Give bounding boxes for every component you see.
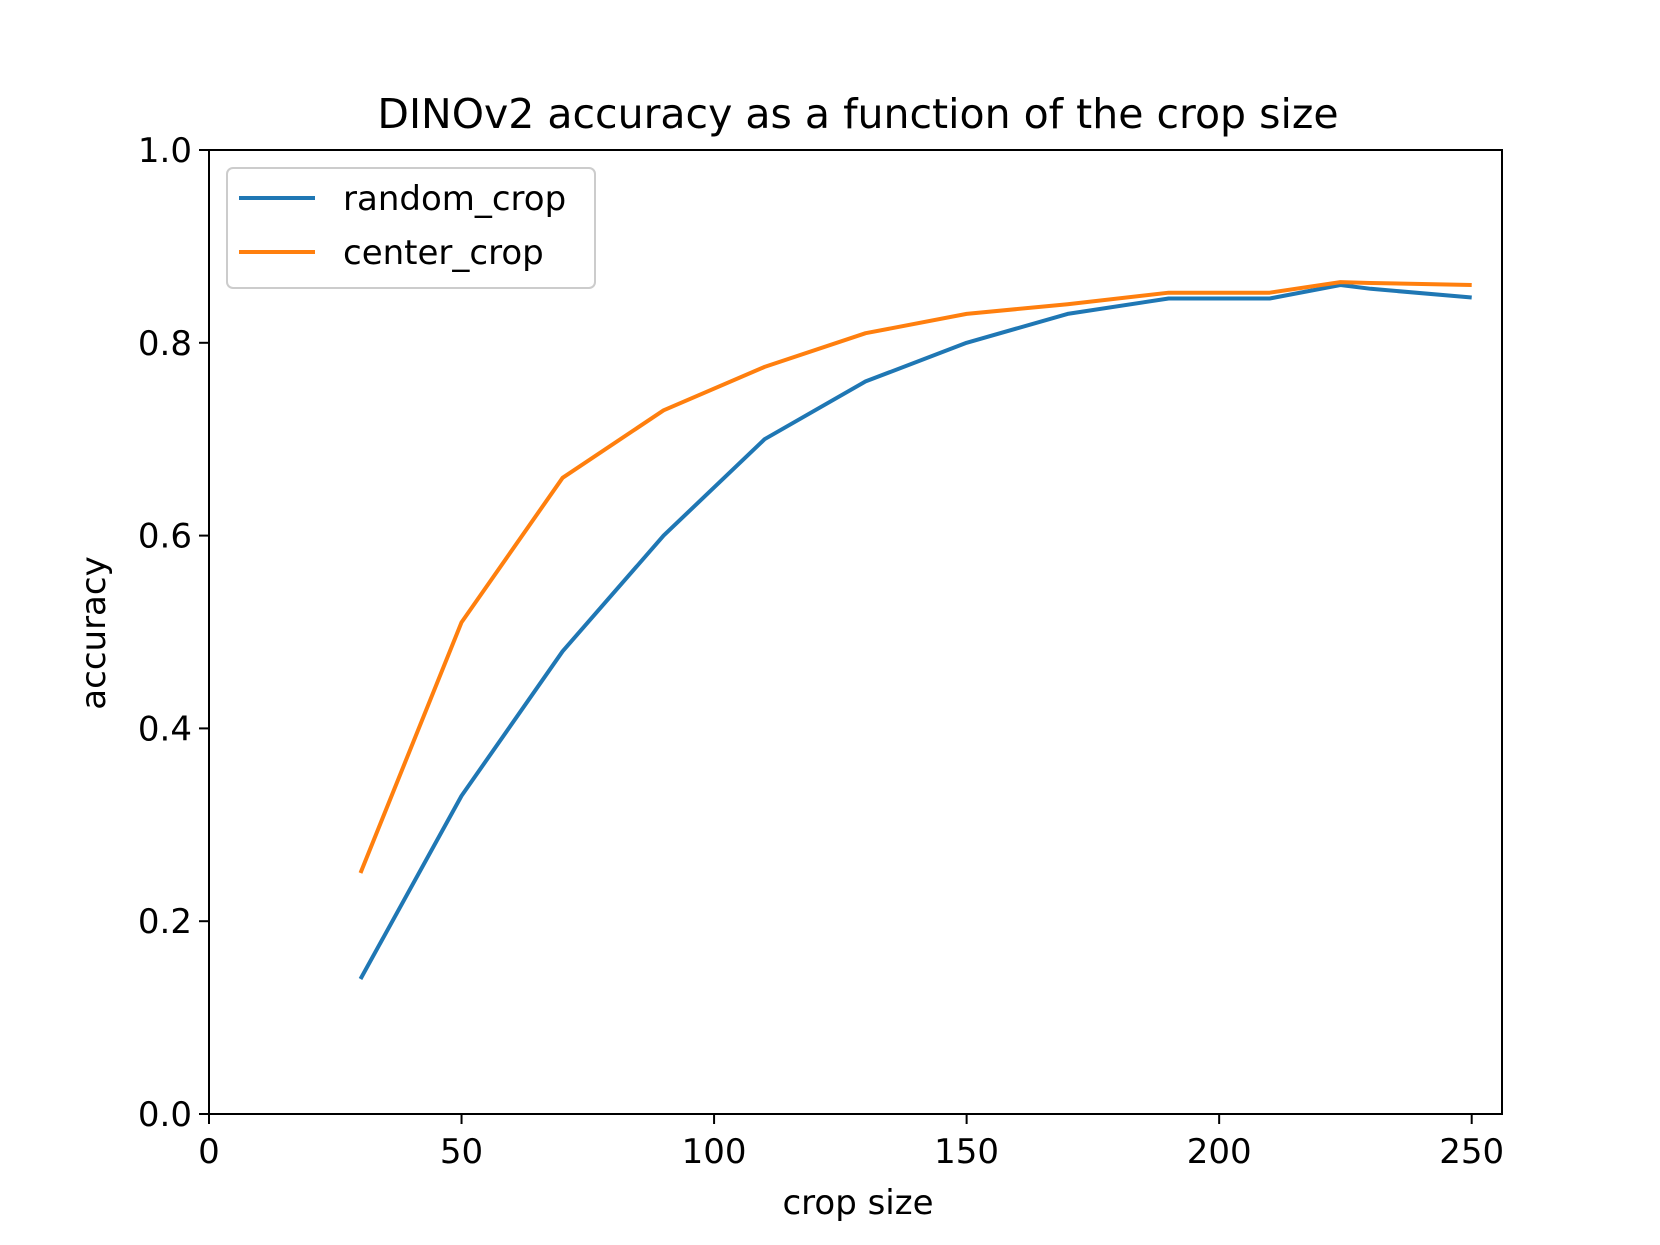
y-tick-label: 1.0 [138,131,192,171]
legend-label: random_crop [343,179,566,219]
y-axis: 0.0 0.2 0.4 0.6 0.8 1.0 [138,131,209,1135]
series-line-center-crop [358,280,1472,874]
plot-lines [358,280,1472,980]
x-axis: 0 50 100 150 200 250 [198,1114,1504,1172]
x-tick-label: 50 [440,1132,483,1172]
series-line-random-crop [358,283,1472,980]
x-tick-label: 200 [1187,1132,1252,1172]
plot-area-frame [208,149,1503,1115]
legend-box [226,167,596,289]
y-tick-label: 0.4 [138,709,192,749]
y-tick-label: 0.2 [138,902,192,942]
x-axis-label: crop size [782,1183,933,1223]
y-tick-label: 0.0 [138,1095,192,1135]
y-tick-label: 0.8 [138,324,192,364]
x-tick-label: 0 [198,1132,220,1172]
x-tick-label: 100 [682,1132,747,1172]
y-axis-label: accuracy [74,556,114,709]
legend-label: center_crop [343,233,544,273]
x-tick-label: 250 [1439,1132,1504,1172]
y-tick-label: 0.6 [138,517,192,557]
chart-title: DINOv2 accuracy as a function of the cro… [377,90,1338,138]
legend: random_crop center_crop [226,167,596,289]
x-tick-label: 150 [934,1132,999,1172]
